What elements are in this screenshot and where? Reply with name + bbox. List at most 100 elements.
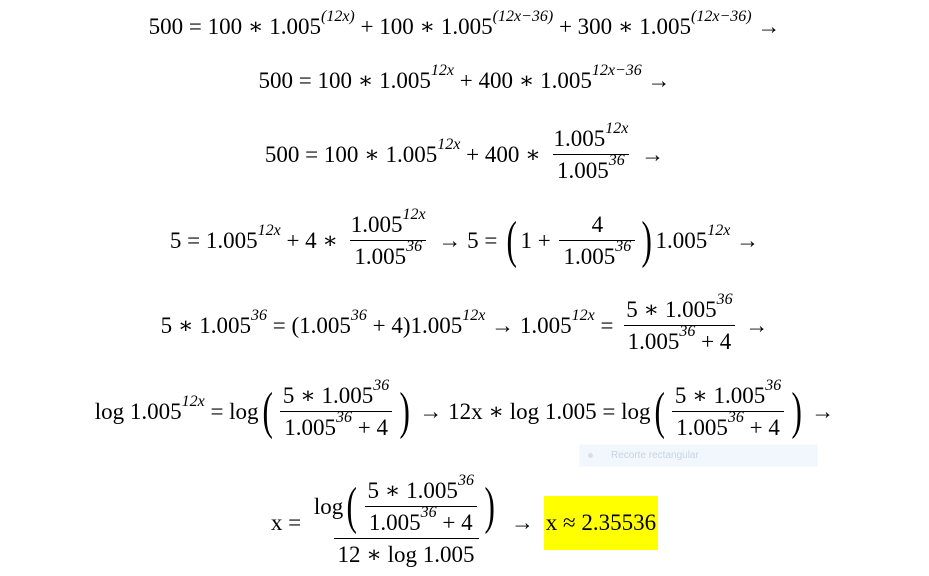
math-text: = (1.005 [267,313,351,338]
denominator: 1.005 36 + 4 [364,504,477,536]
equation-line: log 1.005 12x = log(5 ∗ 1.005 36 1.005 36 + … [0,377,929,441]
fraction: 1.005 12x 1.005 36 [549,120,632,184]
exponent: (12x) [321,8,355,25]
tooltip-label: Recorte rectangular [611,450,699,461]
parenthesized-group: (1 + 4 1.005 36) [503,212,655,270]
math-text: → [739,313,769,338]
math-text: + 400 ∗ 1.005 [453,68,592,93]
exponent: 36 [608,152,625,169]
exponent: 12x [605,120,629,137]
right-paren: ) [641,212,653,269]
math-text: 1.005 [350,212,403,237]
exponent: 36 [335,409,352,426]
exponent: 36 [727,409,744,426]
right-paren: ) [791,383,803,440]
equation: log 1.005 12x = log(5 ∗ 1.005 36 1.005 36 + … [94,377,835,441]
math-text: 5 ∗ 1.005 [160,313,251,338]
math-text: 5 ∗ 1.005 [367,478,458,503]
denominator: 1.005 36 + 4 [280,409,392,441]
math-text: + 4)1.005 [366,313,463,338]
fraction: 5 ∗ 1.005 36 1.005 36 + 4 [622,291,736,355]
math-text: 12 ∗ log 1.005 [337,542,475,567]
math-text: 5 ∗ 1.005 [674,383,766,408]
exponent: 36 [350,307,367,324]
math-text: x ≈ 2.35536 [545,510,657,535]
parenthesized-group: (5 ∗ 1.005 36 1.005 36 + 4) [343,472,498,536]
exponent: 36 [457,472,474,489]
exponent: 36 [406,238,423,255]
equation-line: 500 = 100 ∗ 1.005 (12x) + 100 ∗ 1.005 (12x… [0,8,929,40]
math-text: → [805,399,835,424]
right-paren: ) [484,478,495,535]
equation: 5 ∗ 1.005 36 = (1.005 36 + 4)1.005 12x → 1.… [160,291,769,355]
denominator: 1.005 36 + 4 [672,409,784,441]
math-text: + 4 [743,415,780,440]
math-text: → 5 = [432,228,504,253]
exponent: 36 [615,238,632,255]
math-text: → [751,14,781,39]
fraction: 5 ∗ 1.005 36 1.005 36 + 4 [364,472,478,536]
fraction: 5 ∗ 1.005 36 1.005 36 + 4 [279,377,393,441]
numerator: 5 ∗ 1.005 36 [364,472,478,506]
left-paren: ( [346,478,358,535]
math-text: 500 = 100 ∗ 1.005 [258,68,431,93]
numerator: 5 ∗ 1.005 36 [671,377,785,411]
equation: 500 = 100 ∗ 1.005 (12x) + 100 ∗ 1.005 (12x… [148,8,781,40]
math-text: → [641,68,671,93]
math-text: + 4 ∗ [280,228,344,253]
math-text: 1.005 [655,228,708,253]
math-text: + 300 ∗ 1.005 [553,14,692,39]
parenthesized-group: (5 ∗ 1.005 36 1.005 36 + 4) [651,377,806,441]
math-text: 1.005 [354,244,407,269]
math-text: + 4 [351,415,388,440]
left-paren: ( [262,383,273,440]
math-text: 1.005 [627,329,680,354]
exponent: (12x−36) [492,8,554,25]
right-paren: ) [399,383,411,440]
left-paren: ( [506,212,518,269]
equation: 500 = 100 ∗ 1.005 12x + 400 ∗ 1.005 12x 1.0… [265,120,664,184]
equation-line: 500 = 100 ∗ 1.005 12x + 400 ∗ 1.005 12x−36… [0,62,929,94]
denominator: 12 ∗ log 1.005 [333,538,479,568]
math-text: 1.005 [563,244,616,269]
math-text: = [594,313,620,338]
exponent: 36 [373,377,390,394]
fraction: 5 ∗ 1.005 36 1.005 36 + 4 [671,377,785,441]
exponent: 36 [679,323,696,340]
math-text: → [730,228,760,253]
math-text: + 4 [695,329,732,354]
numerator: 1.005 12x [347,206,430,240]
math-text: 1.005 [368,510,421,535]
highlighted-result: x ≈ 2.35536 [543,496,659,550]
denominator: 1.005 36 [559,238,636,270]
exponent: 12x [257,222,281,239]
math-text: = log [204,399,259,424]
math-text: 5 ∗ 1.005 [282,383,374,408]
math-text: x = [270,510,307,535]
math-text: 1.005 [553,126,606,151]
equation: 5 = 1.005 12x + 4 ∗ 1.005 12x 1.005 36 → 5 =… [170,206,760,270]
equation-line: 500 = 100 ∗ 1.005 12x + 400 ∗ 1.005 12x 1.0… [0,120,929,184]
snip-mode-icon [588,453,593,458]
exponent: 12x [430,62,454,79]
equation-line: 5 ∗ 1.005 36 = (1.005 36 + 4)1.005 12x → 1.… [0,291,929,355]
fraction: 4 1.005 36 [559,212,636,270]
fraction: 1.005 12x 1.005 36 [347,206,430,270]
math-text: 1 + [520,228,557,253]
numerator: 5 ∗ 1.005 36 [622,291,736,325]
denominator: 1.005 36 + 4 [623,323,736,355]
denominator: 1.005 36 [553,152,629,184]
math-text: + 400 ∗ [460,142,547,167]
exponent: (12x−36) [691,8,752,25]
numerator: log(5 ∗ 1.005 36 1.005 36 + 4) [310,472,502,538]
math-text: + 100 ∗ 1.005 [354,14,493,39]
math-text: → 12x ∗ log 1.005 = log [413,399,651,424]
math-text: 500 = 100 ∗ 1.005 [148,14,321,39]
exponent: 12x−36 [591,62,642,79]
equation-line: 5 = 1.005 12x + 4 ∗ 1.005 12x 1.005 36 → 5 =… [0,206,929,270]
equation: 500 = 100 ∗ 1.005 12x + 400 ∗ 1.005 12x−36… [258,62,671,94]
exponent: 12x [571,307,595,324]
math-text: 1.005 [284,415,336,440]
math-text: 1.005 [557,158,609,183]
math-text: log 1.005 [94,399,182,424]
